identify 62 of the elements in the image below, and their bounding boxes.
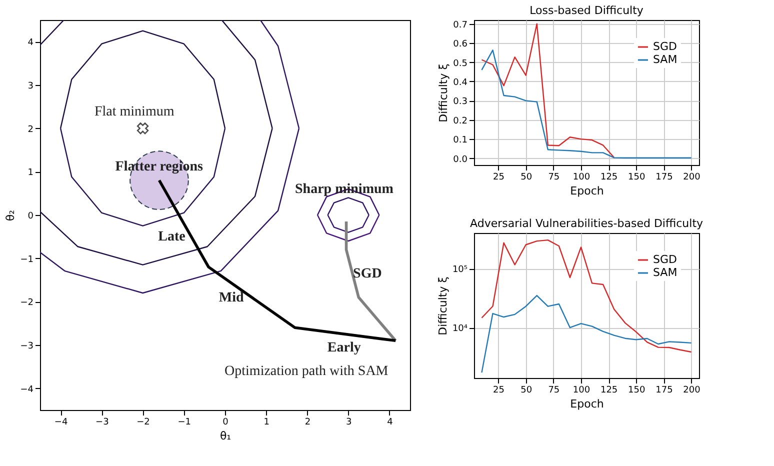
chart-title: Adversarial Vulnerabilities-based Difficulty [470, 217, 704, 230]
y-tick-label: 0.3 [453, 97, 468, 108]
y-tick-label: 10⁴ [452, 324, 468, 334]
y-axis-title: Difficulty ξ [437, 64, 450, 122]
x-tick-label: 125 [600, 172, 618, 182]
y-tick-label: 0.4 [453, 78, 468, 88]
x-tick-label: −3 [96, 418, 109, 428]
x-tick-label: 100 [572, 386, 590, 396]
x-tick-label: 0 [222, 418, 229, 428]
x-tick-label: 2 [304, 418, 311, 428]
annotation: Optimization path with SAM [224, 364, 389, 379]
annotation: Flat minimum [94, 104, 174, 120]
x-tick-label: 50 [520, 386, 532, 396]
x-tick-label: 3 [346, 418, 352, 428]
x-tick-label: 175 [656, 386, 673, 396]
x-tick-label: 125 [600, 386, 618, 396]
y-axis-title: Difficulty ξ [436, 276, 450, 336]
y-tick-label: 2 [28, 124, 34, 135]
x-tick-label: −1 [178, 418, 192, 428]
y-tick-label: −2 [20, 298, 34, 308]
chart-title: Loss-based Difficulty [530, 4, 644, 17]
x-tick-label: 1 [264, 418, 270, 428]
annotation: Mid [218, 290, 244, 306]
x-tick-label: 25 [493, 386, 504, 396]
y-tick-label: 0.5 [453, 58, 468, 69]
y-tick-label: 10⁵ [452, 265, 468, 276]
y-tick-label: −3 [20, 342, 34, 352]
annotation: Early [327, 340, 361, 356]
x-tick-label: 150 [628, 172, 646, 182]
x-tick-label: −4 [54, 418, 68, 428]
legend-label: SAM [653, 53, 678, 66]
x-axis-title: Epoch [570, 184, 604, 198]
legend-label: SAM [653, 266, 678, 279]
y-tick-label: 0.1 [453, 136, 468, 146]
x-tick-label: −2 [136, 418, 150, 428]
legend-label: SGD [653, 253, 677, 266]
y-tick-label: 0 [28, 212, 34, 222]
annotation: Late [158, 229, 186, 244]
y-tick-label: 0.7 [453, 20, 468, 30]
y-tick-label: 0.2 [453, 116, 468, 126]
annotation: SGD [353, 266, 382, 282]
y-axis-title: θ₂ [4, 210, 18, 222]
y-tick-label: 4 [28, 38, 34, 48]
x-tick-label: 200 [683, 172, 701, 182]
annotation: Sharp minimum [295, 182, 394, 197]
x-tick-label: 4 [387, 418, 394, 428]
x-tick-label: 100 [572, 172, 590, 182]
x-tick-label: 200 [683, 386, 701, 396]
y-tick-label: 0.6 [453, 40, 468, 50]
x-tick-label: 25 [493, 172, 504, 182]
x-tick-label: 175 [656, 172, 673, 182]
y-tick-label: −1 [20, 254, 34, 265]
y-tick-label: 0.0 [453, 154, 468, 165]
annotation: Flatter regions [115, 159, 204, 174]
x-tick-label: 150 [628, 386, 646, 396]
x-tick-label: 75 [548, 386, 560, 396]
x-tick-label: 75 [548, 172, 560, 182]
x-axis-title: Epoch [570, 398, 604, 410]
y-tick-label: 3 [28, 82, 34, 92]
x-tick-label: 50 [520, 172, 532, 182]
legend-label: SGD [653, 40, 677, 53]
x-axis-title: θ₁ [220, 430, 232, 442]
